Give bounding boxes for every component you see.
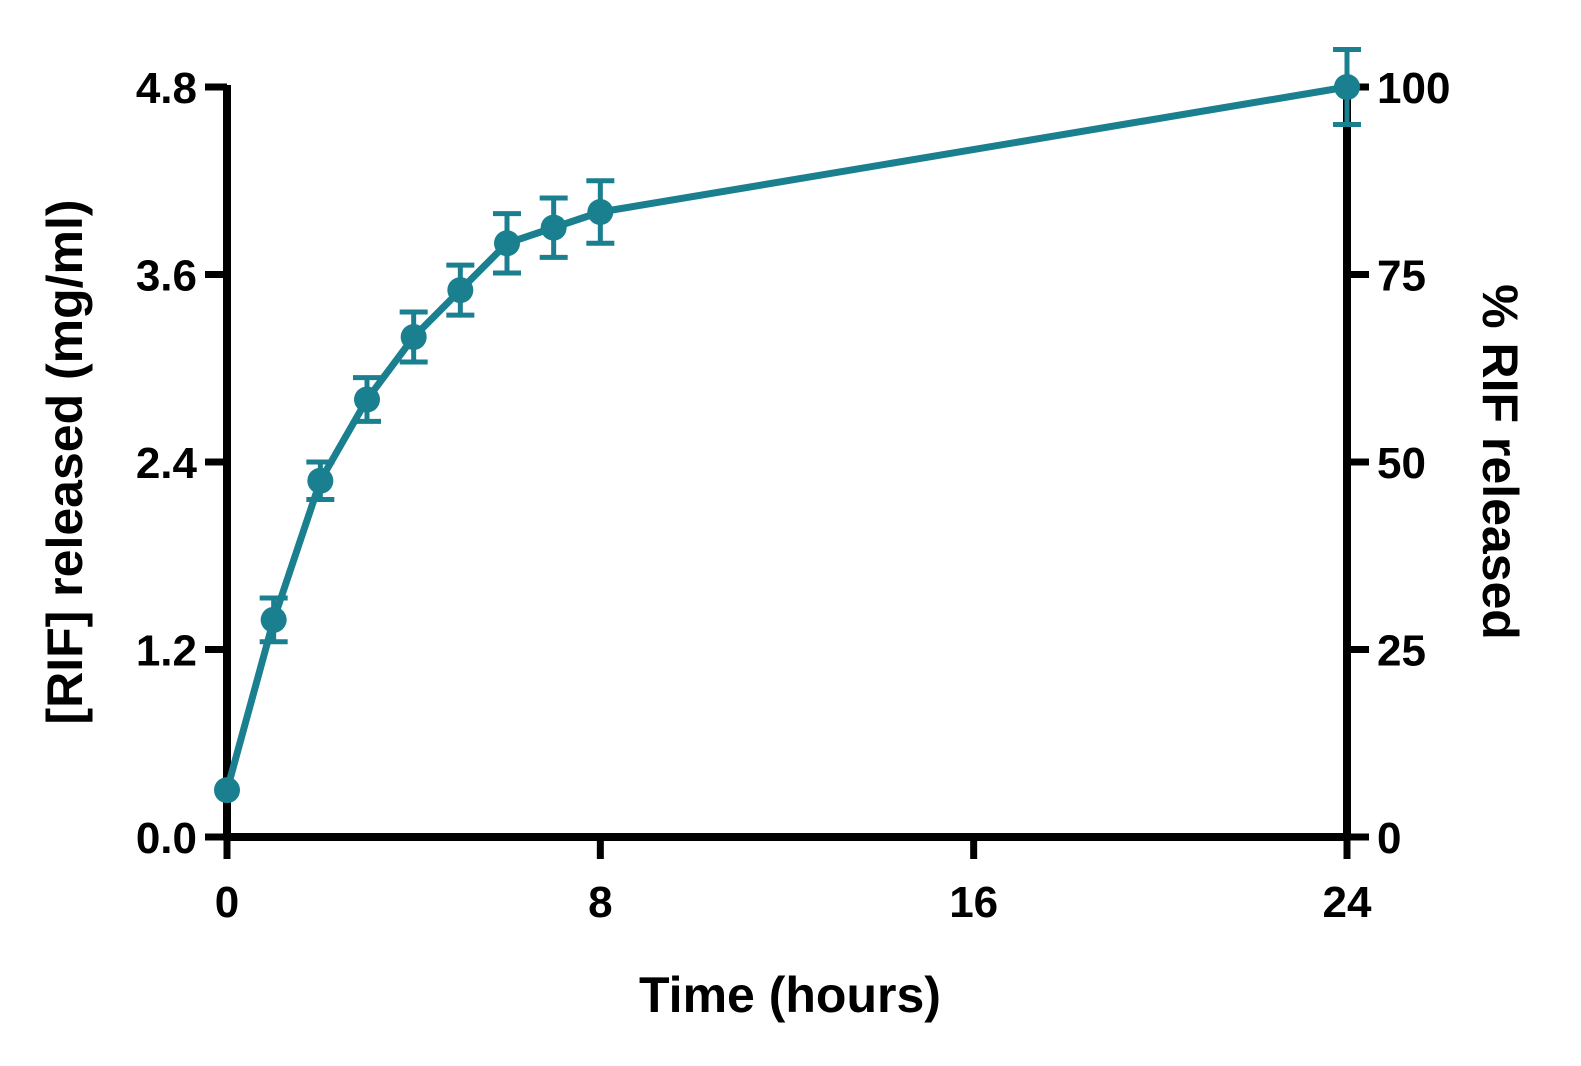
- data-point: [354, 386, 380, 413]
- data-point: [307, 467, 334, 494]
- x-tick-label: 0: [215, 878, 239, 927]
- y2-ticks: 0 25 50 75 100: [1347, 64, 1450, 863]
- data-point: [214, 777, 240, 804]
- data-point: [400, 324, 427, 350]
- data-point: [447, 277, 474, 304]
- y2-tick-label: 75: [1377, 252, 1426, 301]
- x-axis-title: Time (hours): [639, 967, 941, 1023]
- series: [214, 47, 1361, 804]
- x-tick-label: 16: [949, 878, 998, 927]
- x-ticks: 0 8 16 24: [215, 837, 1372, 927]
- y-tick-label: 2.4: [136, 439, 198, 488]
- data-point: [540, 214, 567, 241]
- y-tick-label: 1.2: [136, 627, 197, 676]
- x-tick-label: 24: [1323, 878, 1372, 927]
- y-ticks: 0.0 1.2 2.4 3.6 4.8: [136, 64, 227, 863]
- y-tick-label: 0.0: [136, 814, 197, 863]
- y-axis-title: [RIF] released (mg/ml): [37, 199, 93, 724]
- data-point: [494, 230, 520, 257]
- y2-tick-label: 50: [1377, 439, 1426, 488]
- data-point: [260, 606, 287, 633]
- data-point: [587, 199, 614, 225]
- x-tick-label: 8: [588, 878, 612, 927]
- series-line: [223, 83, 1348, 792]
- y2-axis-title: % RIF released: [1472, 284, 1528, 640]
- y-tick-label: 3.6: [136, 252, 197, 301]
- axes: [223, 85, 1351, 841]
- y2-tick-label: 0: [1377, 814, 1401, 863]
- y2-tick-label: 100: [1377, 64, 1450, 113]
- y-tick-label: 4.8: [136, 64, 197, 113]
- y2-tick-label: 25: [1377, 627, 1426, 676]
- data-point: [1334, 74, 1360, 100]
